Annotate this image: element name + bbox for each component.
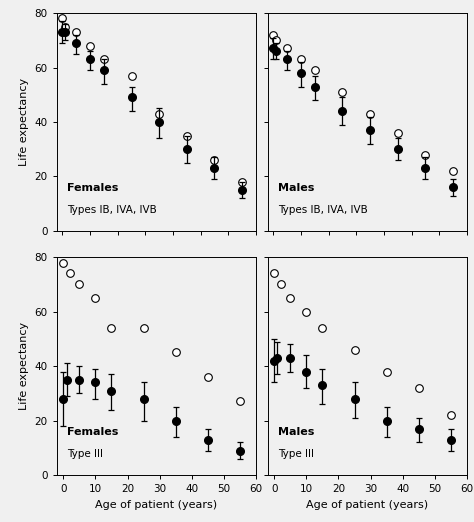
Text: Types IB, IVA, IVB: Types IB, IVA, IVB: [278, 205, 367, 215]
Text: Females: Females: [67, 427, 118, 437]
Text: Males: Males: [278, 183, 314, 193]
Text: Females: Females: [67, 183, 118, 193]
Text: Type III: Type III: [67, 449, 103, 459]
Text: Males: Males: [278, 427, 314, 437]
Text: Types IB, IVA, IVB: Types IB, IVA, IVB: [67, 205, 156, 215]
Text: Type III: Type III: [278, 449, 314, 459]
X-axis label: Age of patient (years): Age of patient (years): [95, 500, 218, 509]
Y-axis label: Life expectancy: Life expectancy: [19, 322, 29, 410]
X-axis label: Age of patient (years): Age of patient (years): [306, 500, 428, 509]
Y-axis label: Life expectancy: Life expectancy: [19, 78, 29, 166]
